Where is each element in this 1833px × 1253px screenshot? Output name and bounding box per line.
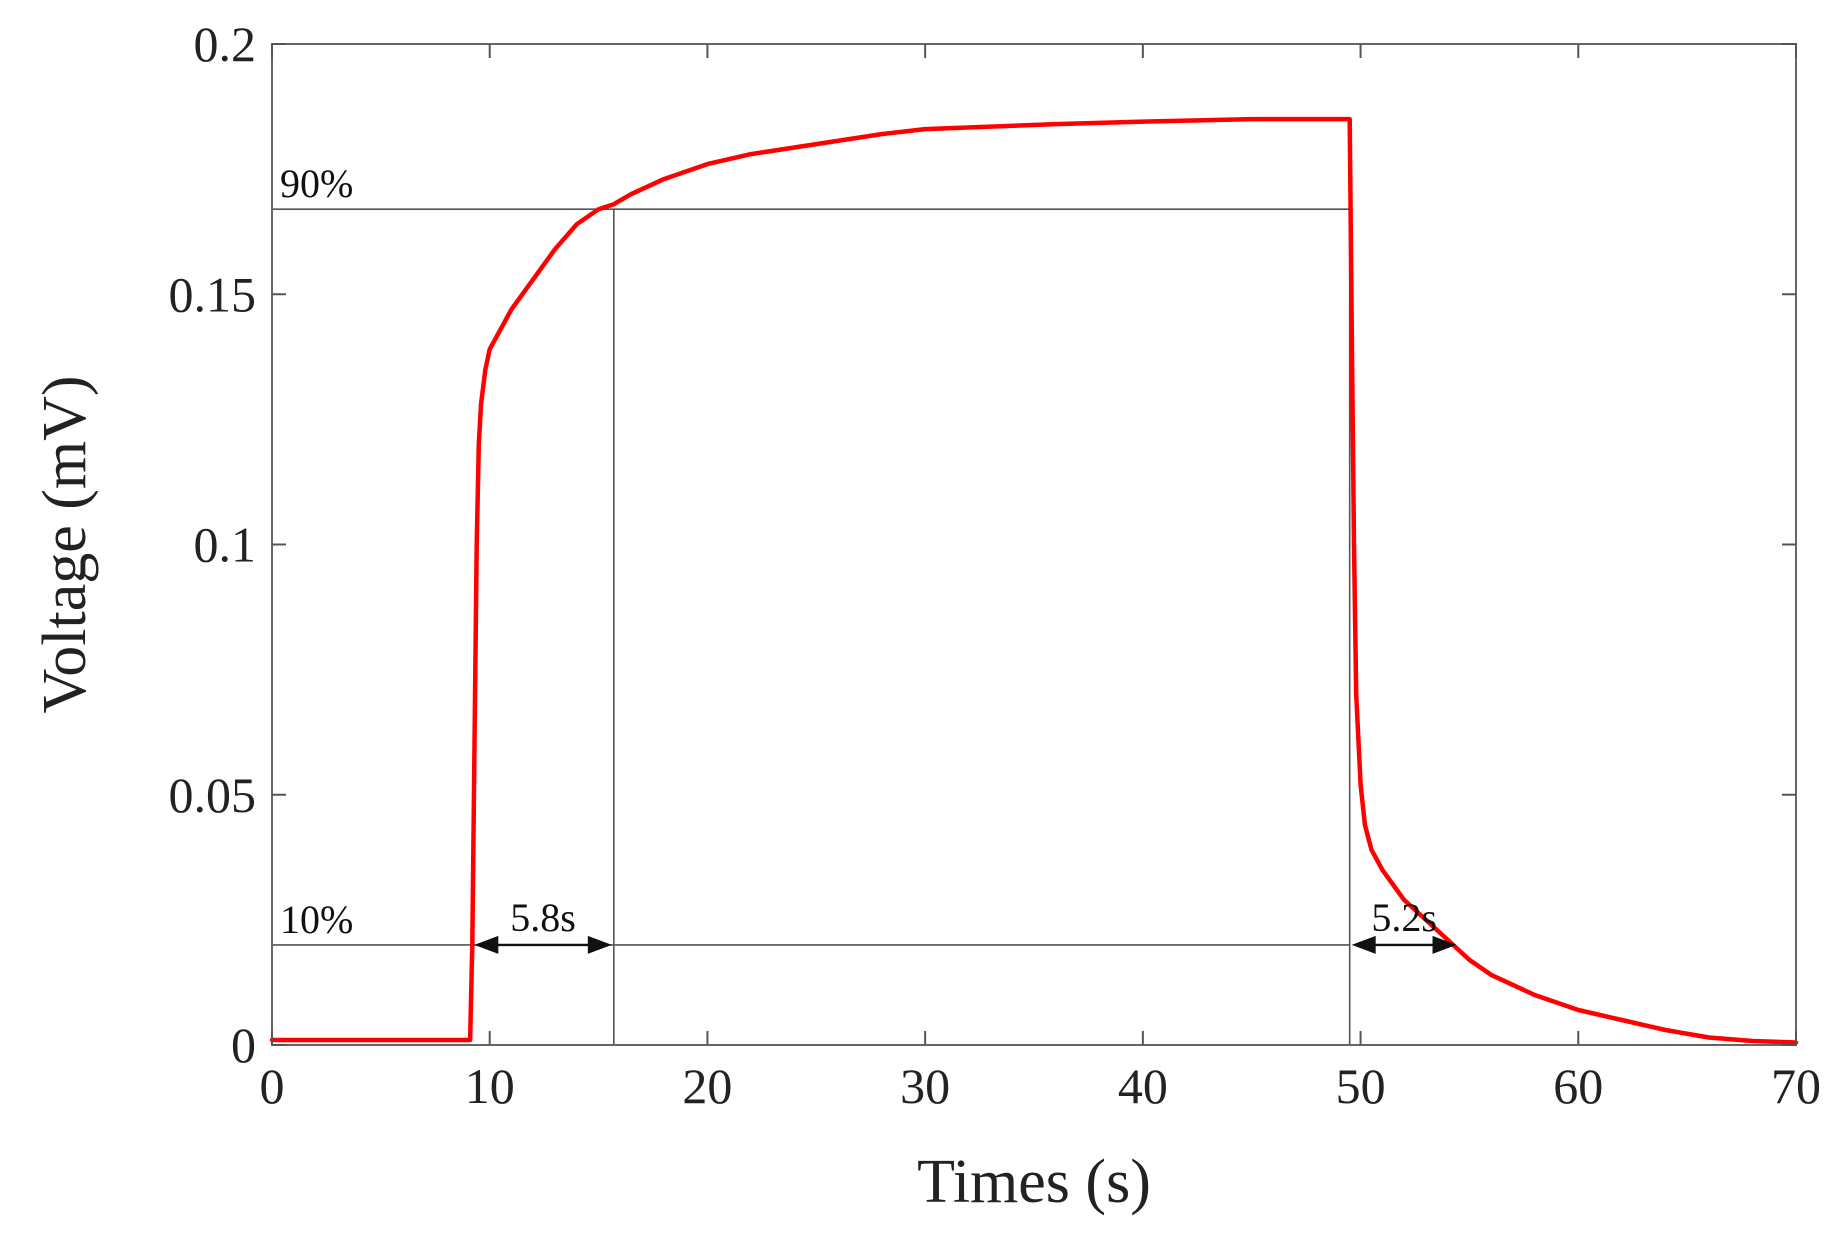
arrow-head [474,935,499,954]
duration-label: 5.8s [510,895,576,940]
x-tick-label: 10 [465,1058,515,1114]
x-tick-label: 20 [682,1058,732,1114]
arrow-head [1351,935,1376,954]
ticks: 0 10 20 30 40 50 60 70 0 0.05 0.1 0.15 0.2 [169,16,1822,1114]
x-tick-label: 0 [260,1058,285,1114]
x-tick-label: 60 [1553,1058,1603,1114]
arrow-head [587,935,612,954]
label-90-percent: 90% [280,161,353,206]
y-tick-label: 0 [231,1017,256,1073]
x-tick-label: 70 [1771,1058,1821,1114]
series-layer [269,116,1799,1045]
label-10-percent: 10% [280,897,353,942]
series-line [269,116,1799,1045]
duration-label: 5.2s [1371,895,1437,940]
y-tick-label: 0.2 [194,16,257,72]
x-tick-label: 30 [900,1058,950,1114]
x-axis-title: Times (s) [917,1148,1151,1216]
y-tick-label: 0.1 [194,517,257,573]
arrow-head [1432,935,1457,954]
x-tick-label: 40 [1118,1058,1168,1114]
annotations: 5.8s 5.2s [474,895,1457,954]
reference-lines [272,208,1351,1045]
y-axis-title: Voltage (mV) [31,375,99,713]
y-tick-label: 0.05 [169,767,257,823]
y-tick-label: 0.15 [169,266,257,322]
x-tick-label: 50 [1336,1058,1386,1114]
